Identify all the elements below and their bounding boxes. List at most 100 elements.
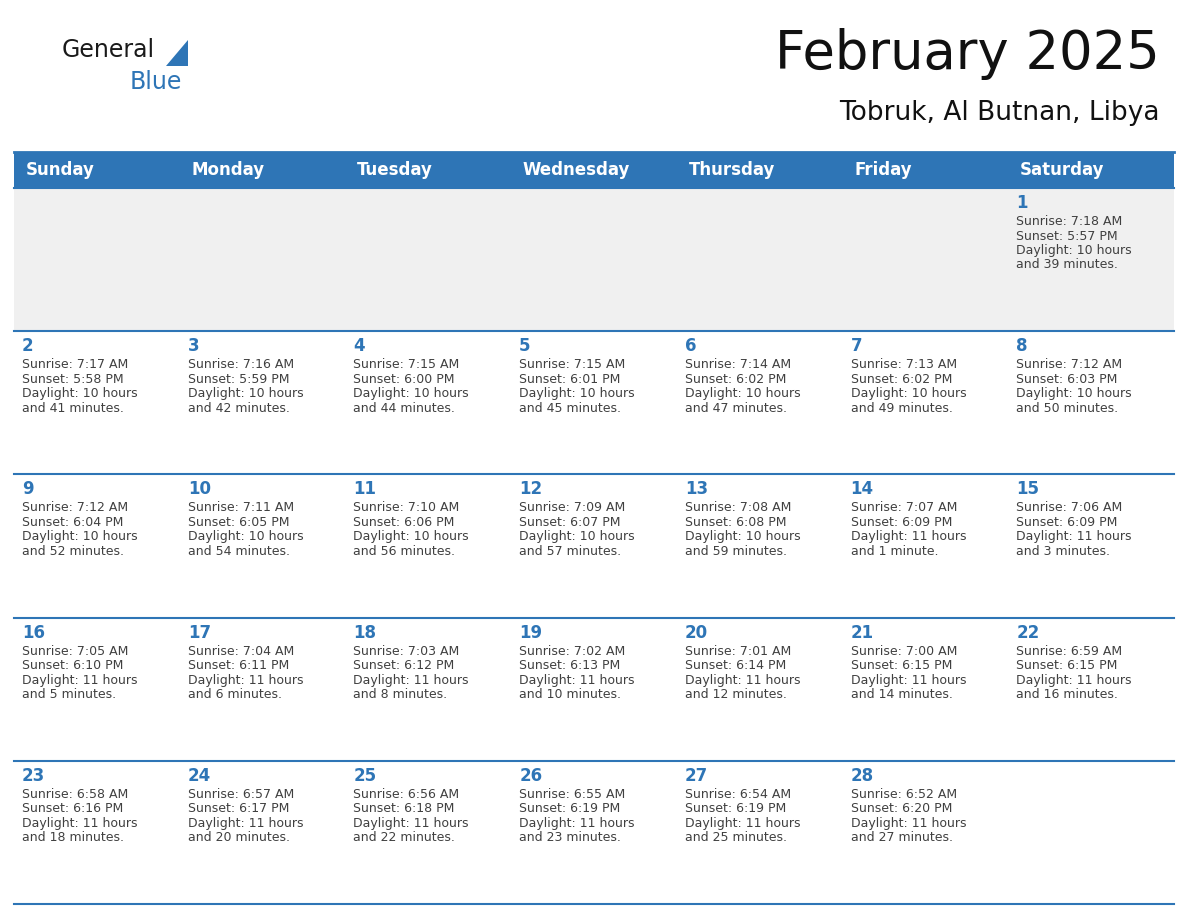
Text: Daylight: 11 hours: Daylight: 11 hours (188, 817, 303, 830)
Text: Daylight: 11 hours: Daylight: 11 hours (851, 674, 966, 687)
Text: Sunset: 5:59 PM: Sunset: 5:59 PM (188, 373, 289, 386)
Text: and 16 minutes.: and 16 minutes. (1016, 688, 1118, 701)
Text: Sunrise: 7:15 AM: Sunrise: 7:15 AM (519, 358, 625, 371)
Text: 9: 9 (23, 480, 33, 498)
Text: 20: 20 (684, 623, 708, 642)
Text: Daylight: 11 hours: Daylight: 11 hours (23, 674, 138, 687)
Text: Tuesday: Tuesday (358, 161, 432, 179)
Text: Sunset: 6:01 PM: Sunset: 6:01 PM (519, 373, 620, 386)
Text: 13: 13 (684, 480, 708, 498)
Text: Sunrise: 7:01 AM: Sunrise: 7:01 AM (684, 644, 791, 657)
Text: Daylight: 10 hours: Daylight: 10 hours (851, 387, 966, 400)
Text: Daylight: 11 hours: Daylight: 11 hours (519, 674, 634, 687)
Text: Sunrise: 7:12 AM: Sunrise: 7:12 AM (1016, 358, 1123, 371)
Polygon shape (166, 40, 188, 66)
Text: General: General (62, 38, 156, 62)
Text: Sunrise: 7:17 AM: Sunrise: 7:17 AM (23, 358, 128, 371)
Text: Daylight: 10 hours: Daylight: 10 hours (188, 531, 303, 543)
Text: Sunset: 6:19 PM: Sunset: 6:19 PM (519, 802, 620, 815)
Text: Sunset: 6:09 PM: Sunset: 6:09 PM (851, 516, 952, 529)
Text: Sunrise: 6:59 AM: Sunrise: 6:59 AM (1016, 644, 1123, 657)
Text: Daylight: 11 hours: Daylight: 11 hours (684, 817, 801, 830)
Text: Sunrise: 7:00 AM: Sunrise: 7:00 AM (851, 644, 958, 657)
Text: Sunset: 6:11 PM: Sunset: 6:11 PM (188, 659, 289, 672)
Text: and 20 minutes.: and 20 minutes. (188, 832, 290, 845)
Bar (14, 618, 1174, 761)
Text: Sunrise: 7:08 AM: Sunrise: 7:08 AM (684, 501, 791, 514)
Text: and 57 minutes.: and 57 minutes. (519, 545, 621, 558)
Text: Sunrise: 7:12 AM: Sunrise: 7:12 AM (23, 501, 128, 514)
Text: Sunrise: 6:57 AM: Sunrise: 6:57 AM (188, 788, 293, 800)
Text: and 1 minute.: and 1 minute. (851, 545, 939, 558)
Text: Sunrise: 7:13 AM: Sunrise: 7:13 AM (851, 358, 956, 371)
Text: and 27 minutes.: and 27 minutes. (851, 832, 953, 845)
Text: Sunset: 6:04 PM: Sunset: 6:04 PM (23, 516, 124, 529)
Text: Sunrise: 7:15 AM: Sunrise: 7:15 AM (353, 358, 460, 371)
Text: Sunset: 6:00 PM: Sunset: 6:00 PM (353, 373, 455, 386)
Text: 14: 14 (851, 480, 873, 498)
Text: Daylight: 10 hours: Daylight: 10 hours (23, 531, 138, 543)
Text: Sunset: 6:16 PM: Sunset: 6:16 PM (23, 802, 124, 815)
Text: Sunrise: 7:18 AM: Sunrise: 7:18 AM (1016, 215, 1123, 228)
Text: and 39 minutes.: and 39 minutes. (1016, 259, 1118, 272)
Text: 19: 19 (519, 623, 542, 642)
Text: 15: 15 (1016, 480, 1040, 498)
Text: Daylight: 11 hours: Daylight: 11 hours (684, 674, 801, 687)
Text: Sunset: 6:03 PM: Sunset: 6:03 PM (1016, 373, 1118, 386)
Text: 22: 22 (1016, 623, 1040, 642)
Text: Sunrise: 7:09 AM: Sunrise: 7:09 AM (519, 501, 625, 514)
Text: Sunset: 6:19 PM: Sunset: 6:19 PM (684, 802, 786, 815)
Text: and 12 minutes.: and 12 minutes. (684, 688, 786, 701)
Text: Sunset: 6:15 PM: Sunset: 6:15 PM (851, 659, 952, 672)
Bar (14, 331, 1174, 475)
Text: Daylight: 10 hours: Daylight: 10 hours (684, 387, 801, 400)
Text: and 56 minutes.: and 56 minutes. (353, 545, 455, 558)
Text: 4: 4 (353, 337, 365, 355)
Text: Sunrise: 7:06 AM: Sunrise: 7:06 AM (1016, 501, 1123, 514)
Text: Tobruk, Al Butnan, Libya: Tobruk, Al Butnan, Libya (840, 100, 1159, 126)
Text: Sunset: 6:13 PM: Sunset: 6:13 PM (519, 659, 620, 672)
Text: Daylight: 10 hours: Daylight: 10 hours (353, 531, 469, 543)
Text: Daylight: 10 hours: Daylight: 10 hours (1016, 244, 1132, 257)
Text: Saturday: Saturday (1019, 161, 1105, 179)
Text: Sunrise: 6:52 AM: Sunrise: 6:52 AM (851, 788, 956, 800)
Text: Daylight: 10 hours: Daylight: 10 hours (353, 387, 469, 400)
Text: Sunrise: 7:05 AM: Sunrise: 7:05 AM (23, 644, 128, 657)
Text: 17: 17 (188, 623, 210, 642)
Text: Sunset: 6:18 PM: Sunset: 6:18 PM (353, 802, 455, 815)
Text: 25: 25 (353, 767, 377, 785)
Text: Sunset: 6:08 PM: Sunset: 6:08 PM (684, 516, 786, 529)
Text: Sunrise: 7:16 AM: Sunrise: 7:16 AM (188, 358, 293, 371)
Text: Sunset: 6:20 PM: Sunset: 6:20 PM (851, 802, 952, 815)
Text: 11: 11 (353, 480, 377, 498)
Text: and 49 minutes.: and 49 minutes. (851, 402, 953, 415)
Text: Sunset: 6:09 PM: Sunset: 6:09 PM (1016, 516, 1118, 529)
Text: Daylight: 11 hours: Daylight: 11 hours (851, 531, 966, 543)
Text: 18: 18 (353, 623, 377, 642)
Text: Sunrise: 6:55 AM: Sunrise: 6:55 AM (519, 788, 625, 800)
Text: Sunset: 6:12 PM: Sunset: 6:12 PM (353, 659, 455, 672)
Text: 21: 21 (851, 623, 873, 642)
Text: Sunset: 6:02 PM: Sunset: 6:02 PM (851, 373, 952, 386)
Text: Sunrise: 7:07 AM: Sunrise: 7:07 AM (851, 501, 958, 514)
Text: Daylight: 10 hours: Daylight: 10 hours (1016, 387, 1132, 400)
Text: Daylight: 11 hours: Daylight: 11 hours (851, 817, 966, 830)
Text: 5: 5 (519, 337, 531, 355)
Bar (14, 475, 1174, 618)
Text: and 6 minutes.: and 6 minutes. (188, 688, 282, 701)
Text: Sunset: 6:10 PM: Sunset: 6:10 PM (23, 659, 124, 672)
Text: and 22 minutes.: and 22 minutes. (353, 832, 455, 845)
Text: Daylight: 11 hours: Daylight: 11 hours (353, 674, 469, 687)
Text: Sunrise: 7:11 AM: Sunrise: 7:11 AM (188, 501, 293, 514)
Text: Blue: Blue (129, 70, 183, 94)
Text: Sunrise: 7:03 AM: Sunrise: 7:03 AM (353, 644, 460, 657)
Text: Sunset: 6:15 PM: Sunset: 6:15 PM (1016, 659, 1118, 672)
Text: Daylight: 11 hours: Daylight: 11 hours (1016, 531, 1132, 543)
Text: Thursday: Thursday (689, 161, 775, 179)
Text: Sunrise: 7:14 AM: Sunrise: 7:14 AM (684, 358, 791, 371)
Text: and 25 minutes.: and 25 minutes. (684, 832, 786, 845)
Text: and 52 minutes.: and 52 minutes. (23, 545, 124, 558)
Text: and 42 minutes.: and 42 minutes. (188, 402, 290, 415)
Text: 26: 26 (519, 767, 542, 785)
Text: Sunrise: 7:02 AM: Sunrise: 7:02 AM (519, 644, 625, 657)
